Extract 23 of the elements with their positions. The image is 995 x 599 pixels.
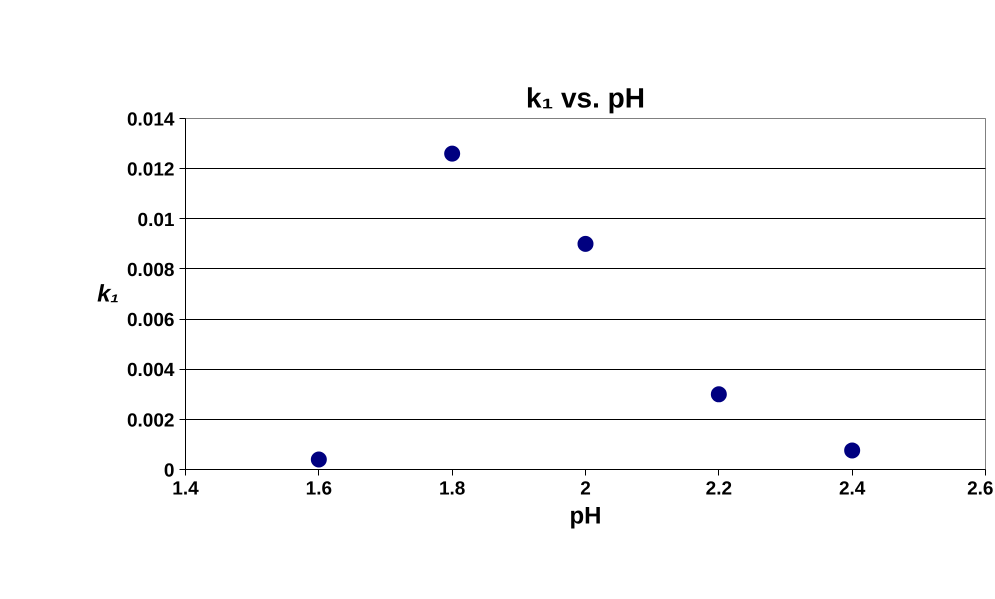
y-tick-label: 0.01 — [138, 210, 175, 231]
y-tick-label: 0.004 — [126, 360, 175, 382]
x-tick-label: 1.6 — [306, 478, 332, 500]
point — [444, 146, 460, 162]
x-tick-label: 2.6 — [967, 478, 994, 500]
x-tick-label: 2.2 — [706, 478, 732, 500]
y-tick-label: 0.006 — [126, 310, 174, 332]
point — [710, 386, 727, 402]
x-tick-label: 1.8 — [438, 478, 466, 500]
y-tick-label: 0.002 — [126, 410, 174, 432]
y-tick-label: 0 — [164, 460, 175, 482]
point — [310, 451, 327, 468]
x-tick-label: 2 — [580, 478, 591, 500]
point — [578, 236, 594, 252]
point — [844, 442, 860, 458]
x-axis-title: pH — [570, 502, 602, 530]
y-tick-label: 0.008 — [126, 260, 174, 281]
chart-title: k₁ vs. pH — [526, 82, 645, 114]
y-tick-label: 0.012 — [126, 160, 174, 181]
x-tick-label: 2.4 — [838, 478, 866, 500]
x-tick-label: 1.4 — [172, 478, 200, 500]
y-axis-title: k₁ — [97, 280, 119, 308]
y-tick-label: 0.014 — [126, 110, 175, 130]
